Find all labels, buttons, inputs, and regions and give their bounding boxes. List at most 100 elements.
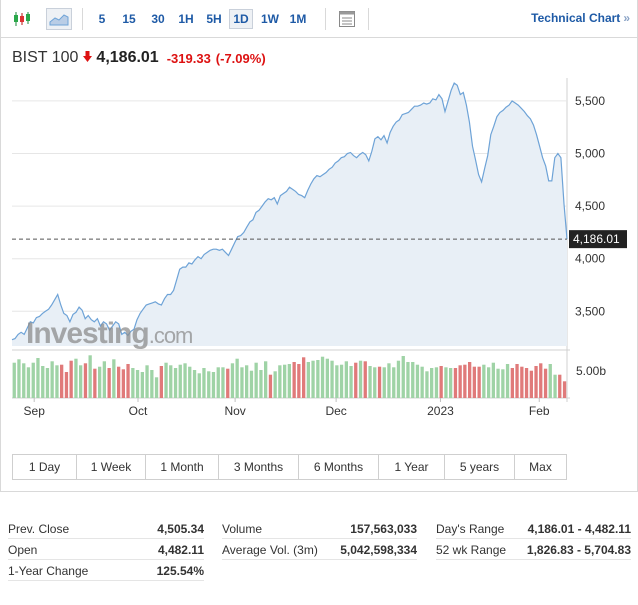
interval-5h[interactable]: 5H	[206, 12, 222, 26]
volume-bar	[320, 356, 325, 398]
volume-bar	[491, 362, 495, 398]
volume-bar	[344, 361, 348, 398]
volume-axis-label: 5.00b	[576, 364, 606, 378]
volume-bar	[558, 374, 562, 398]
volume-bar	[235, 358, 239, 398]
interval-1w[interactable]: 1W	[261, 12, 279, 26]
volume-bar	[548, 364, 552, 398]
range-5-years[interactable]: 5 years	[444, 454, 515, 480]
x-tick-label: Feb	[529, 404, 550, 418]
volume-bar	[311, 360, 315, 398]
volume-bar	[26, 367, 31, 398]
volume-bar	[482, 364, 486, 398]
volume-bar	[411, 362, 415, 398]
investing-watermark: Investing.com	[26, 317, 192, 350]
settings-panel-icon[interactable]	[336, 8, 358, 30]
stat-value: 4,186.01 - 4,482.11	[527, 522, 631, 536]
interval-1m[interactable]: 1M	[289, 12, 307, 26]
volume-bar	[477, 366, 481, 398]
volume-bar	[150, 370, 154, 398]
range-1-week[interactable]: 1 Week	[76, 454, 146, 480]
candlestick-icon[interactable]	[10, 8, 34, 30]
volume-bar	[64, 372, 69, 398]
volume-bar	[45, 368, 50, 398]
volume-bar	[50, 361, 54, 398]
interval-1h[interactable]: 1H	[178, 12, 194, 26]
volume-bar	[154, 377, 159, 398]
volume-bar	[382, 367, 386, 398]
x-tick-label: Oct	[129, 404, 148, 418]
volume-bar	[373, 367, 377, 398]
volume-bar	[562, 381, 567, 398]
volume-bar	[245, 365, 249, 398]
volume-bar	[354, 362, 358, 398]
y-tick-label: 5,500	[575, 94, 605, 108]
range-1-year[interactable]: 1 Year	[378, 454, 445, 480]
price-change-percent: (-7.09%)	[215, 50, 266, 66]
volume-bar	[335, 365, 339, 398]
interval-1d[interactable]: 1D	[229, 9, 253, 29]
double-chevron-right-icon: »	[623, 11, 630, 25]
volume-bar	[287, 364, 291, 398]
stat-value: 4,482.11	[157, 543, 204, 557]
interval-30[interactable]: 30	[151, 12, 165, 26]
x-tick-label: 2023	[427, 404, 454, 418]
volume-bar	[292, 362, 296, 398]
toolbar-divider	[368, 8, 369, 30]
volume-bar	[510, 368, 514, 398]
x-tick-label: Sep	[24, 404, 46, 418]
volume-bar	[501, 369, 505, 398]
last-price-label: 4,186.01	[573, 232, 620, 246]
area-chart-icon[interactable]	[46, 8, 72, 30]
x-tick-label: Nov	[224, 404, 245, 418]
stat-52-week-range: 52 wk Range 1,826.83 - 5,704.83	[436, 540, 631, 560]
volume-bar	[444, 367, 448, 398]
volume-bar	[449, 368, 453, 398]
volume-bar	[396, 360, 401, 398]
y-tick-label: 5,000	[575, 147, 605, 161]
technical-chart-link[interactable]: Technical Chart»	[531, 11, 630, 25]
volume-bar	[434, 367, 439, 398]
volume-bar	[135, 370, 140, 398]
volume-bar	[273, 371, 277, 398]
volume-bar	[131, 368, 135, 398]
x-tick-label: Dec	[325, 404, 346, 418]
range-3-months[interactable]: 3 Months	[218, 454, 299, 480]
volume-bar	[415, 364, 420, 398]
volume-bar	[202, 368, 206, 398]
volume-bar	[553, 374, 557, 398]
price-chart[interactable]: 5,500 5,000 4,500 4,000 3,500 Investing.com 4,…	[0, 78, 638, 418]
volume-bar	[339, 364, 344, 398]
volume-bar	[12, 362, 16, 398]
volume-bar	[425, 371, 429, 398]
range-1-month[interactable]: 1 Month	[145, 454, 219, 480]
range-max[interactable]: Max	[514, 454, 567, 480]
stat-value: 125.54%	[156, 564, 204, 578]
volume-bar	[349, 366, 353, 398]
range-1-day[interactable]: 1 Day	[12, 454, 77, 480]
price-area	[12, 83, 567, 346]
instrument-name: BIST 100	[12, 49, 79, 66]
volume-bar	[325, 358, 329, 398]
volume-bar	[216, 367, 220, 398]
volume-bar	[102, 361, 106, 398]
stat-days-range: Day's Range 4,186.01 - 4,482.11	[436, 519, 631, 539]
volume-bar	[140, 372, 144, 398]
stat-value: 157,563,033	[350, 522, 417, 536]
volume-bar	[22, 363, 26, 398]
y-tick-label: 4,500	[575, 199, 605, 213]
stat-label: 52 wk Range	[436, 543, 507, 557]
volume-bar	[368, 366, 372, 398]
volume-bar	[60, 364, 64, 398]
y-tick-label: 4,000	[575, 252, 605, 266]
stat-average-volume: Average Vol. (3m) 5,042,598,334	[222, 540, 417, 560]
volume-bar	[259, 370, 263, 398]
volume-bar	[330, 360, 334, 398]
volume-bar	[278, 365, 282, 398]
stat-value: 5,042,598,334	[340, 543, 417, 557]
interval-15[interactable]: 15	[122, 12, 136, 26]
range-6-months[interactable]: 6 Months	[298, 454, 379, 480]
volume-bar	[515, 364, 519, 398]
stat-1-year-change: 1-Year Change 125.54%	[8, 561, 204, 581]
interval-5[interactable]: 5	[98, 12, 106, 26]
